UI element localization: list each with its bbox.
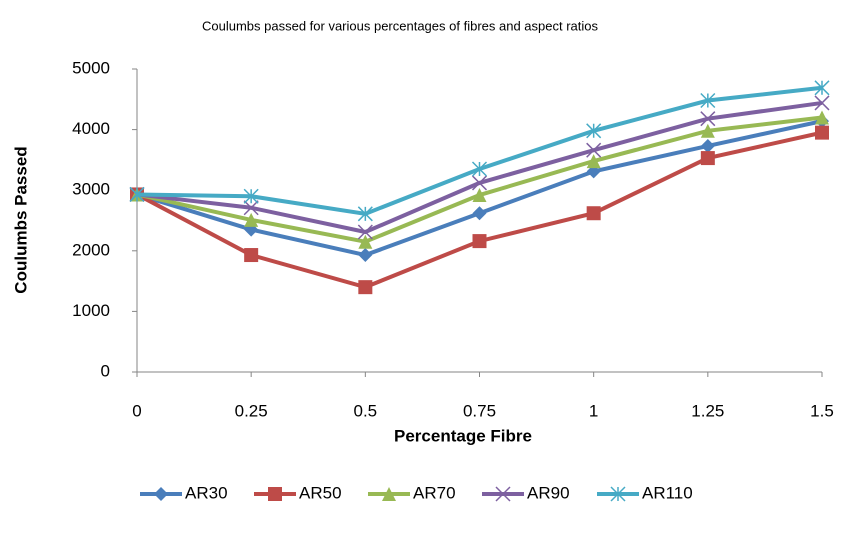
y-tick-label: 2000 — [72, 240, 110, 259]
marker — [700, 138, 715, 153]
marker — [472, 188, 487, 203]
series-line — [136, 115, 823, 244]
marker — [700, 111, 716, 127]
legend-label: AR30 — [185, 483, 228, 502]
marker — [814, 95, 830, 111]
marker — [243, 188, 259, 204]
y-tick-label: 4000 — [72, 119, 110, 138]
y-tick-label: 3000 — [72, 180, 110, 199]
marker — [610, 486, 626, 502]
x-tick-label: 0.5 — [354, 401, 378, 420]
legend-label: AR70 — [413, 483, 456, 502]
legend-label: AR90 — [527, 483, 570, 502]
x-tick-label: 1 — [589, 401, 598, 420]
marker — [586, 123, 602, 139]
marker — [471, 175, 488, 191]
x-tick-label: 1.5 — [810, 401, 834, 420]
marker — [244, 248, 259, 263]
x-axis-title: Percentage Fibre — [394, 426, 532, 445]
marker — [357, 206, 373, 222]
legend-label: AR110 — [642, 483, 693, 502]
x-tick-label: 1.25 — [691, 401, 724, 420]
marker — [244, 212, 259, 227]
marker — [358, 280, 373, 295]
marker — [814, 80, 830, 96]
marker — [815, 110, 829, 125]
marker — [357, 224, 373, 240]
marker — [586, 154, 601, 169]
marker — [358, 234, 373, 249]
marker — [700, 123, 715, 138]
marker — [243, 200, 259, 216]
marker — [495, 486, 511, 502]
y-tick-label: 5000 — [72, 58, 110, 77]
marker — [815, 125, 829, 140]
marker — [471, 161, 488, 177]
chart-title: Coulumbs passed for various percentages … — [202, 18, 598, 33]
marker — [586, 206, 601, 221]
marker — [700, 92, 716, 109]
y-axis-title: Coulumbs Passed — [11, 146, 30, 293]
y-tick-label: 0 — [101, 361, 110, 380]
marker — [586, 142, 602, 158]
marker — [129, 186, 145, 202]
y-tick-label: 1000 — [72, 301, 110, 320]
x-tick-label: 0.25 — [235, 401, 268, 420]
marker — [154, 487, 168, 501]
marker — [268, 487, 282, 501]
x-tick-label: 0 — [132, 401, 141, 420]
marker — [700, 151, 715, 166]
legend-label: AR50 — [299, 483, 342, 502]
marker — [472, 206, 487, 221]
x-tick-label: 0.75 — [463, 401, 496, 420]
marker — [358, 248, 373, 263]
marker — [382, 487, 396, 501]
marker — [472, 234, 487, 249]
